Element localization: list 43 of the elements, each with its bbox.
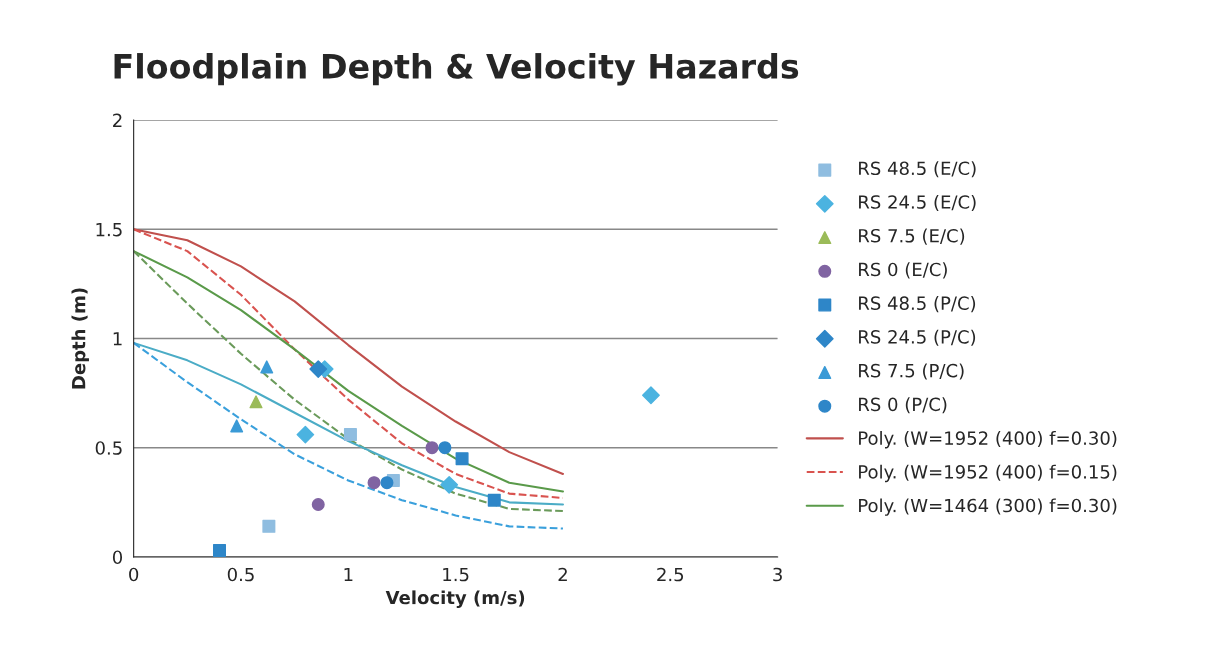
y-tick-label: 1: [113, 332, 122, 346]
y-tick-label: 0.5: [95, 441, 122, 455]
legend-label: RS 7.5 (E/C): [859, 228, 965, 245]
point: [440, 475, 459, 494]
point: [230, 419, 244, 433]
legend-label: RS 48.5 (E/C): [859, 161, 976, 178]
point: [438, 441, 452, 455]
point: [642, 386, 660, 405]
legend-label: RS 7.5 (P/C): [859, 363, 964, 380]
point: [311, 498, 325, 512]
point: [487, 493, 501, 507]
point: [213, 543, 227, 557]
legend-label: RS 24.5 (E/C): [859, 194, 976, 211]
point: [380, 476, 394, 490]
y-tick-label: 2: [113, 113, 122, 127]
x-tick-label: 2: [558, 567, 567, 582]
x-tick-label: 0: [129, 567, 139, 582]
legend-label: RS 24.5 (P/C): [859, 329, 976, 346]
point: [309, 360, 328, 378]
x-tick-label: 1.5: [443, 567, 469, 582]
x-tick-label: 0.5: [227, 567, 254, 582]
y-tick-label: 1.5: [96, 222, 122, 237]
legend-label: Poly. (W=1952 (400) f=0.15): [859, 464, 1117, 483]
point: [425, 441, 439, 455]
y-axis-title: Depth (m): [71, 288, 89, 389]
legend-label: RS 48.5 (P/C): [859, 296, 976, 313]
y-tick-label: 0: [112, 550, 123, 565]
point: [343, 428, 357, 442]
x-tick-label: 3: [773, 567, 782, 582]
x-tick-label: 1: [344, 567, 353, 582]
legend-label: RS 0 (E/C): [859, 262, 947, 279]
legend-label: RS 0 (P/C): [859, 397, 947, 414]
point: [260, 360, 274, 374]
chart-title: Floodplain Depth & Velocity Hazards: [114, 53, 799, 86]
x-tick-label: 2.5: [657, 567, 684, 582]
legend-label: Poly. (W=1464 (300) f=0.30): [859, 498, 1117, 516]
x-axis-title: Velocity (m/s): [385, 590, 525, 609]
point: [296, 425, 315, 444]
point: [249, 395, 263, 409]
point: [367, 476, 381, 490]
legend-label: Poly. (W=1952 (400) f=0.30): [859, 430, 1117, 449]
point: [262, 519, 276, 533]
point: [455, 452, 469, 466]
